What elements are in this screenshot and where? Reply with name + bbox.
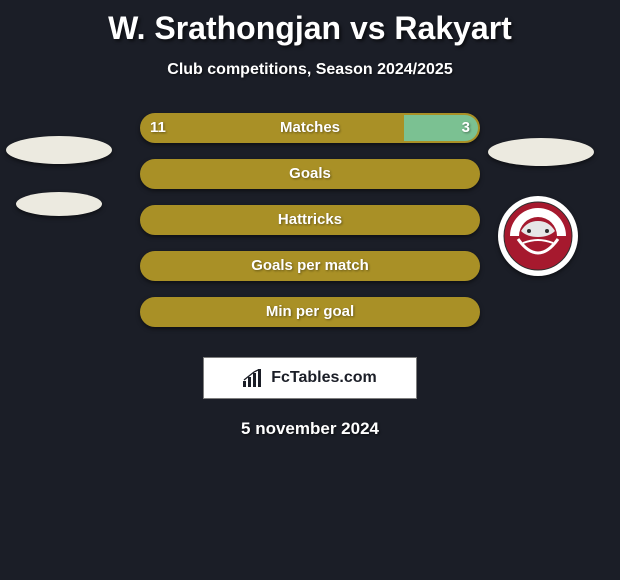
player-right-crest	[498, 196, 578, 276]
fctables-label: FcTables.com	[271, 369, 377, 387]
snapshot-date: 5 november 2024	[0, 419, 620, 439]
stat-row: Min per goal	[0, 297, 620, 343]
page-subtitle: Club competitions, Season 2024/2025	[0, 61, 620, 79]
stat-bar-track: 113Matches	[140, 113, 480, 143]
stat-bar-track: Min per goal	[140, 297, 480, 327]
club-crest-icon	[503, 201, 573, 271]
player-left-ellipse-2	[16, 192, 102, 216]
fctables-watermark[interactable]: FcTables.com	[203, 357, 417, 399]
stat-label: Min per goal	[142, 299, 478, 325]
player-right-ellipse	[488, 138, 594, 166]
stat-label: Goals	[142, 161, 478, 187]
stat-label: Goals per match	[142, 253, 478, 279]
page-title: W. Srathongjan vs Rakyart	[0, 0, 620, 47]
comparison-chart: 113Matches Goals Hattricks Goals per match M…	[0, 113, 620, 343]
stat-bar-track: Goals per match	[140, 251, 480, 281]
stat-label: Hattricks	[142, 207, 478, 233]
bar-chart-icon	[243, 369, 265, 387]
player-left-ellipse-1	[6, 136, 112, 164]
stat-bar-track: Hattricks	[140, 205, 480, 235]
stat-label: Matches	[142, 115, 478, 141]
stat-bar-track: Goals	[140, 159, 480, 189]
